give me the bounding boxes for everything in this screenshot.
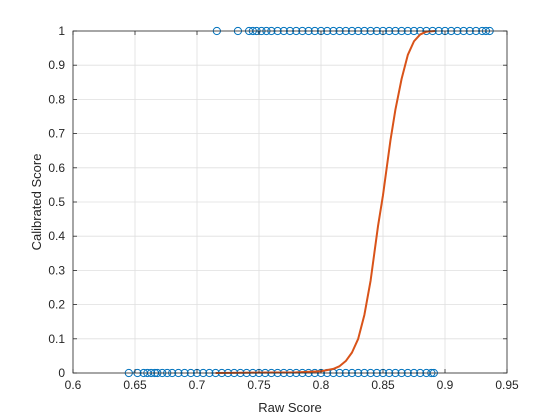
calibration-curve	[215, 30, 436, 374]
y-tick-label: 0.7	[48, 127, 65, 141]
y-tick-label: 1	[58, 24, 65, 38]
y-tick-label: 0.5	[48, 195, 65, 209]
x-axis-title: Raw Score	[258, 400, 322, 415]
x-tick-label: 0.85	[371, 378, 395, 392]
x-tick-label: 0.6	[65, 378, 82, 392]
y-tick-label: 0.1	[48, 332, 65, 346]
x-tick-label: 0.8	[313, 378, 330, 392]
y-tick-label: 0.8	[48, 92, 65, 106]
ticks: 0.6 0.65 0.7 0.75 0.8 0.85 0.9 0.95 0 0.1 0.2 0.3 0.…	[48, 24, 519, 392]
y-tick-label: 0.4	[48, 229, 65, 243]
x-tick-label: 0.95	[495, 378, 519, 392]
x-tick-label: 0.75	[247, 378, 271, 392]
x-tick-label: 0.9	[437, 378, 454, 392]
y-tick-label: 0.9	[48, 58, 65, 72]
x-tick-label: 0.65	[123, 378, 147, 392]
y-tick-label: 0.6	[48, 161, 65, 175]
x-tick-label: 0.7	[189, 378, 206, 392]
y-tick-label: 0	[58, 366, 65, 380]
y-tick-label: 0.3	[48, 263, 65, 277]
y-axis-title: Calibrated Score	[29, 154, 44, 251]
y-tick-label: 0.2	[48, 298, 65, 312]
